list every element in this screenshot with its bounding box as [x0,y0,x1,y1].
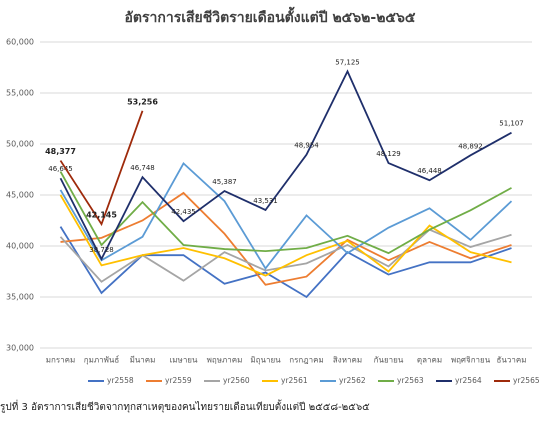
series-line [59,226,512,299]
y-tick-label: 50,000 [6,140,34,149]
x-tick-label: เมษายน [170,356,198,365]
legend-label: yr2564 [455,376,482,385]
series-line [60,191,512,286]
data-label: 48,377 [45,147,76,156]
data-label: 46,448 [417,167,442,175]
legend-label: yr2560 [223,376,250,385]
x-tick-label: ธันวาคม [497,356,527,365]
chart-title: อัตราการเสียชีวิตรายเดือนตั้งแต่ปี ๒๕๖๒-… [124,6,415,26]
legend-label: yr2561 [281,376,308,385]
y-tick-label: 45,000 [6,191,34,200]
data-label: 45,387 [212,178,237,186]
data-label: 53,256 [127,97,158,106]
legend-label: yr2559 [165,376,192,385]
x-tick-label: กุมภาพันธ์ [84,355,120,365]
x-tick-label: กรกฎาคม [289,356,323,365]
data-label: 51,107 [499,120,524,128]
data-label: 48,954 [294,142,319,150]
caption: รูปที่ 3 อัตราการเสียชีวิตจากทุกสาเหตุขอ… [0,399,370,413]
series-line [59,194,512,277]
data-label: 48,129 [376,150,401,158]
x-tick-label: ตุลาคม [417,356,442,365]
x-tick-label: กันยายน [374,356,404,365]
series-line [59,69,512,261]
data-label: 46,645 [48,165,73,173]
series-line [59,228,512,283]
data-label: 42,145 [86,211,117,220]
x-tick-label: มีนาคม [130,356,156,365]
series-line [59,110,144,227]
y-tick-label: 60,000 [6,38,34,47]
y-tick-label: 30,000 [6,344,34,353]
x-tick-label: มิถุนายน [250,356,281,365]
series-line [59,161,513,271]
legend-label: yr2562 [339,376,366,385]
data-label: 57,125 [335,58,360,66]
y-tick-label: 35,000 [6,293,34,302]
series-line [59,171,512,255]
data-label: 42,435 [171,208,196,216]
y-tick-label: 55,000 [6,89,34,98]
x-tick-label: มกราคม [46,356,76,365]
x-tick-label: พฤศจิกายน [451,356,491,365]
data-label: 48,892 [458,142,483,150]
data-label: 38,728 [89,246,114,254]
x-tick-label: พฤษภาคม [207,356,243,365]
data-label: 43,531 [253,197,278,205]
x-tick-label: สิงหาคม [333,356,362,365]
legend-label: yr2563 [397,376,424,385]
y-tick-label: 40,000 [6,242,34,251]
legend-label: yr2565 [513,376,540,385]
legend-label: yr2558 [107,376,134,385]
data-label: 46,748 [130,164,155,172]
